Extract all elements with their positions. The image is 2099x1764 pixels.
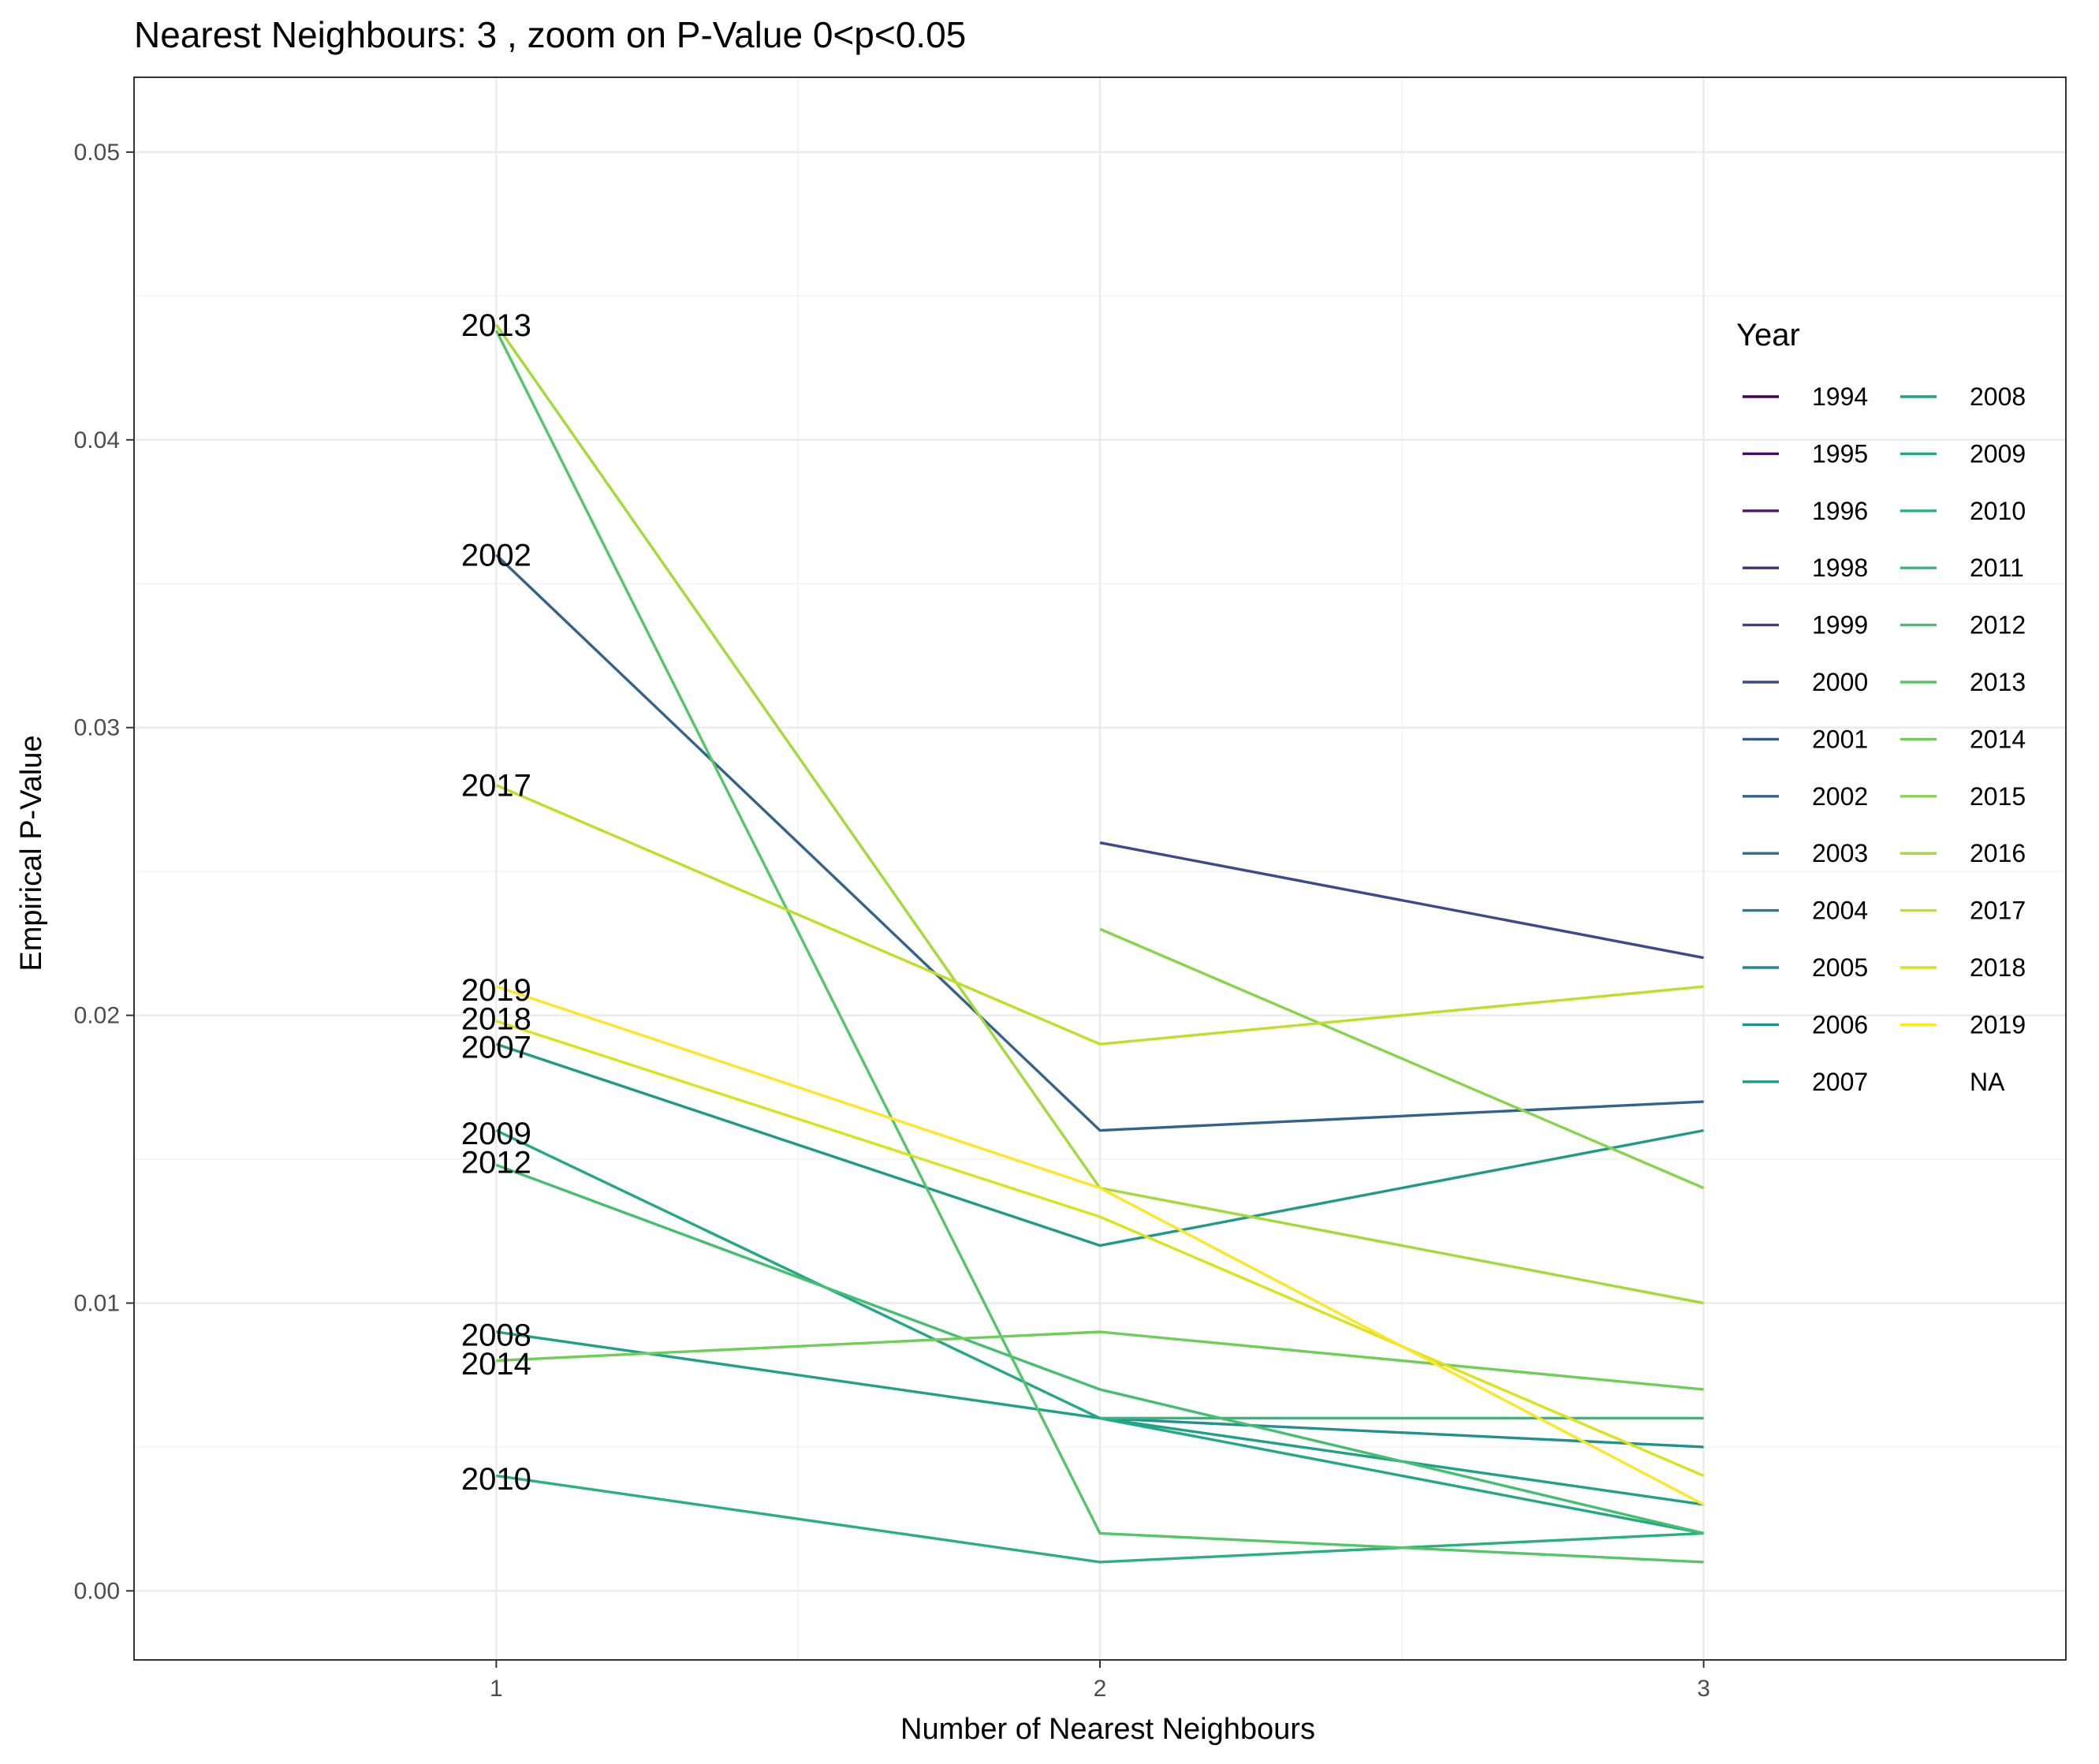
x-tick-label: 1	[490, 1676, 503, 1702]
point-label-2014: 2014	[461, 1347, 531, 1382]
gridlines	[134, 77, 2066, 1660]
chart-title: Nearest Neighbours: 3 , zoom on P-Value …	[134, 14, 966, 55]
point-label-2009: 2009	[461, 1117, 531, 1151]
point-label-2002: 2002	[461, 539, 531, 573]
y-tick-label: 0.02	[74, 1003, 120, 1029]
legend-label-2001: 2001	[1812, 725, 1868, 753]
legend-label-1995: 1995	[1812, 439, 1868, 468]
point-label-2017: 2017	[461, 769, 531, 804]
series-line-2014	[496, 1330, 1704, 1391]
legend-label-2017: 2017	[1970, 897, 2026, 925]
legend-label-1996: 1996	[1812, 497, 1868, 525]
series-line-2018	[495, 1020, 1705, 1478]
legend: Year 1994 1995 1996 1998 1999 2000 2001 2002 200…	[1736, 318, 2026, 1096]
legend-label-NA: NA	[1970, 1068, 2005, 1096]
y-tick-label: 0.00	[74, 1578, 120, 1604]
point-label-2013: 2013	[461, 308, 531, 343]
x-tick-label: 2	[1094, 1676, 1107, 1702]
legend-label-2015: 2015	[1970, 782, 2026, 811]
legend-label-1999: 1999	[1812, 611, 1868, 640]
series-line-2006	[1099, 1416, 1704, 1449]
point-label-2010: 2010	[461, 1462, 531, 1497]
y-tick-label: 0.03	[74, 715, 120, 741]
legend-label-1998: 1998	[1812, 554, 1868, 582]
point-label-2012: 2012	[461, 1146, 531, 1180]
series-line-2010	[496, 1474, 1704, 1564]
x-axis-title: Number of Nearest Neighbours	[900, 1713, 1315, 1746]
series-lines	[494, 323, 1705, 1564]
point-label-2019: 2019	[461, 973, 531, 1008]
series-line-2013	[494, 330, 1704, 1564]
legend-label-2012: 2012	[1970, 611, 2026, 640]
legend-label-2007: 2007	[1812, 1068, 1868, 1096]
y-tick-label: 0.05	[74, 140, 120, 166]
legend-label-2013: 2013	[1970, 668, 2026, 696]
point-label-2007: 2007	[461, 1031, 531, 1065]
legend-label-2002: 2002	[1812, 782, 1868, 811]
legend-label-2014: 2014	[1970, 725, 2026, 753]
legend-label-2016: 2016	[1970, 839, 2026, 867]
legend-label-2019: 2019	[1970, 1010, 2026, 1039]
series-line-2000	[1099, 841, 1704, 960]
point-label-2018: 2018	[461, 1001, 531, 1036]
point-label-2008: 2008	[461, 1318, 531, 1353]
series-line-2012	[495, 1163, 1705, 1535]
legend-label-2005: 2005	[1812, 953, 1868, 982]
legend-title: Year	[1736, 318, 1800, 352]
legend-label-2006: 2006	[1812, 1010, 1868, 1039]
y-axis-title: Empirical P-Value	[15, 735, 48, 971]
series-line-2017	[495, 784, 1704, 1046]
legend-label-2018: 2018	[1970, 953, 2026, 982]
y-tick-label: 0.04	[74, 427, 120, 453]
series-line-2015	[1099, 927, 1705, 1190]
x-axis-ticks: 1 2 3	[490, 1660, 1710, 1702]
legend-label-2000: 2000	[1812, 668, 1868, 696]
legend-label-2004: 2004	[1812, 897, 1868, 925]
series-line-2007	[495, 1042, 1704, 1247]
y-tick-label: 0.01	[74, 1291, 120, 1317]
legend-label-2003: 2003	[1812, 839, 1868, 867]
legend-label-2009: 2009	[1970, 439, 2026, 468]
legend-label-2008: 2008	[1970, 382, 2026, 411]
series-line-2019	[495, 985, 1705, 1506]
legend-label-2011: 2011	[1970, 554, 2024, 582]
y-axis-ticks: 0.00 0.01 0.02 0.03 0.04 0.05	[74, 140, 134, 1604]
legend-label-2010: 2010	[1970, 497, 2026, 525]
x-tick-label: 3	[1697, 1676, 1710, 1702]
legend-label-1994: 1994	[1812, 382, 1868, 411]
series-line-2002	[495, 554, 1704, 1132]
